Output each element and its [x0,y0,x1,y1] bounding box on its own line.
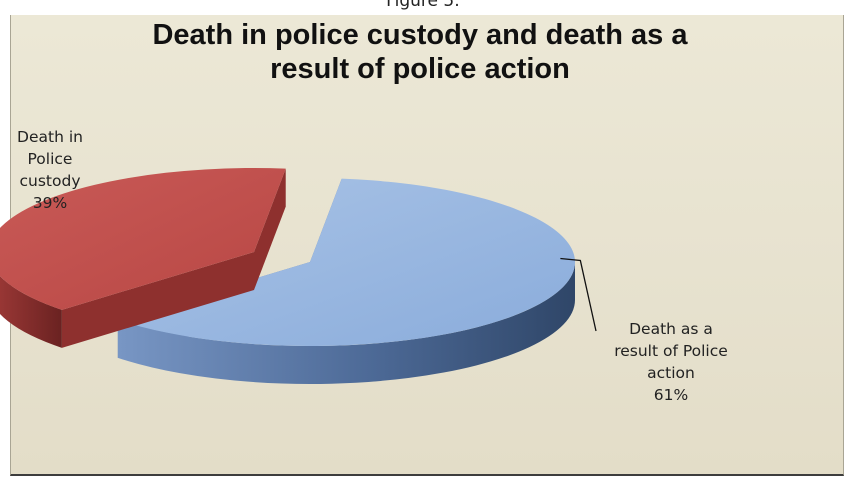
slice-label-line: Death as a [629,320,713,338]
chart-title: Death in police custody and death as a r… [60,18,780,86]
slice-label-line: custody [19,172,81,190]
slice-label-line: result of Police [614,342,728,360]
chart-title-line: Death in police custody and death as a [152,19,688,51]
slice-label-line: 61% [653,386,689,404]
figure-caption: Figure 5: [386,0,460,11]
slice-label-custody: Death in Police custody 39% [4,126,96,214]
slice-label-line: Police [27,150,73,168]
pie-slice [117,178,576,384]
pie-slice [0,168,286,348]
chart-title-line: result of police action [270,53,570,85]
slice-label-action: Death as a result of Police action 61% [588,318,754,406]
slice-label-line: Death in [17,128,83,146]
slice-label-line: action [647,364,695,382]
leader-line [560,257,597,332]
slice-label-line: 39% [32,194,68,212]
